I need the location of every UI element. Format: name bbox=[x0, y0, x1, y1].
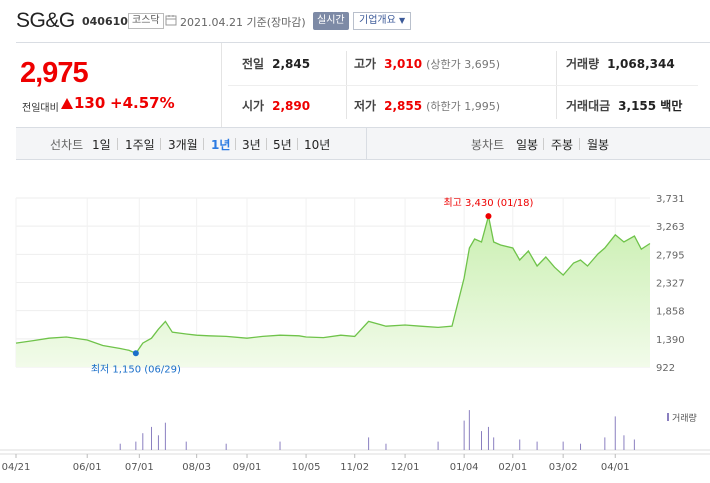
tab-3y[interactable]: 3년 bbox=[242, 138, 261, 152]
y-tick-label: 3,263 bbox=[656, 222, 685, 233]
y-tick-label: 2,327 bbox=[656, 278, 685, 289]
current-price: 2,975 bbox=[20, 57, 89, 89]
y-tick-label: 1,390 bbox=[656, 335, 685, 346]
divider bbox=[203, 138, 204, 150]
high-value: 3,010 bbox=[384, 57, 423, 71]
low-value: 2,855 bbox=[384, 99, 423, 113]
x-tick-label: 01/04 bbox=[450, 462, 479, 473]
line-chart-label: 선차트 bbox=[50, 138, 84, 152]
x-tick-label: 11/02 bbox=[340, 462, 369, 473]
y-tick-label: 922 bbox=[656, 363, 675, 374]
price-change: 130 bbox=[74, 94, 106, 112]
divider bbox=[266, 138, 267, 150]
candle-chart-label: 봉차트 bbox=[471, 138, 505, 152]
tab-1d[interactable]: 1일 bbox=[92, 138, 111, 152]
min-label: 최저 1,150 (06/29) bbox=[91, 363, 181, 375]
volume: 거래량 1,068,344 bbox=[566, 43, 675, 85]
low-label: 저가 bbox=[354, 99, 377, 113]
x-tick-label: 10/05 bbox=[292, 462, 321, 473]
y-tick-label: 2,795 bbox=[656, 250, 685, 261]
lower-limit: (하한가 1,995) bbox=[426, 100, 500, 113]
volume-legend-swatch bbox=[667, 413, 669, 421]
realtime-button[interactable]: 실시간 bbox=[313, 12, 349, 30]
quote-date: 2021.04.21 기준(장마감) bbox=[180, 16, 306, 29]
x-tick-label: 08/03 bbox=[182, 462, 211, 473]
quote-summary: 2,975 전일대비 130 +4.57% 전일 2,845 시가 2,890 고가… bbox=[16, 42, 710, 128]
high-label: 고가 bbox=[354, 57, 377, 71]
volume-value: 1,068,344 bbox=[607, 57, 675, 71]
x-tick-label: 04/01 bbox=[601, 462, 630, 473]
volume-legend-label: 거래량 bbox=[672, 412, 697, 424]
price-area bbox=[16, 216, 650, 367]
tab-weekly[interactable]: 주봉 bbox=[551, 138, 574, 152]
x-tick-label: 06/01 bbox=[73, 462, 102, 473]
market-badge: 코스닥 bbox=[128, 13, 164, 29]
y-tick-label: 3,731 bbox=[656, 194, 685, 205]
trade-amount: 거래대금 3,155 백만 bbox=[566, 85, 682, 127]
amount-label: 거래대금 bbox=[566, 99, 611, 113]
calendar-icon bbox=[165, 15, 177, 26]
stock-header: SG&G 040610 코스닥 2021.04.21 기준(장마감) 실시간 기… bbox=[0, 0, 710, 42]
x-tick-label: 03/02 bbox=[549, 462, 578, 473]
divider bbox=[543, 138, 544, 150]
max-point bbox=[485, 213, 492, 220]
company-info-button[interactable]: 기업개요 ▼ bbox=[353, 12, 412, 30]
tab-5y[interactable]: 5년 bbox=[273, 138, 292, 152]
open-label: 시가 bbox=[242, 99, 265, 113]
max-label: 최고 3,430 (01/18) bbox=[443, 197, 533, 209]
divider bbox=[160, 138, 161, 150]
tab-3m[interactable]: 3개월 bbox=[168, 138, 198, 152]
upper-limit: (상한가 3,695) bbox=[426, 58, 500, 71]
divider bbox=[579, 138, 580, 150]
low-price: 저가 2,855 (하한가 1,995) bbox=[354, 85, 500, 127]
x-tick-label: 02/01 bbox=[498, 462, 527, 473]
tab-10y[interactable]: 10년 bbox=[304, 138, 331, 152]
price-chart: 922 1,390 1,858 2,327 2,795 3,263 3,731 최고 3,43… bbox=[0, 194, 710, 473]
tab-1w[interactable]: 1주일 bbox=[125, 138, 155, 152]
x-tick-label: 12/01 bbox=[391, 462, 420, 473]
divider bbox=[228, 85, 698, 86]
x-tick-label: 07/01 bbox=[125, 462, 154, 473]
prev-close-label: 전일 bbox=[242, 57, 265, 71]
tab-1y[interactable]: 1년 bbox=[211, 138, 231, 152]
volume-label: 거래량 bbox=[566, 57, 600, 71]
prev-close: 전일 2,845 bbox=[242, 43, 310, 85]
divider bbox=[366, 128, 367, 159]
divider bbox=[117, 138, 118, 150]
prev-close-value: 2,845 bbox=[272, 57, 311, 71]
x-tick-label: 09/01 bbox=[233, 462, 262, 473]
stock-code: 040610 bbox=[82, 15, 128, 28]
price-block: 2,975 전일대비 130 +4.57% bbox=[16, 43, 222, 127]
price-change-pct: +4.57% bbox=[110, 94, 175, 112]
open-value: 2,890 bbox=[272, 99, 311, 113]
y-tick-label: 1,858 bbox=[656, 307, 685, 318]
tab-monthly[interactable]: 월봉 bbox=[587, 138, 610, 152]
divider bbox=[297, 138, 298, 150]
company-info-label: 기업개요 bbox=[359, 15, 396, 26]
high-price: 고가 3,010 (상한가 3,695) bbox=[354, 43, 500, 85]
divider bbox=[235, 138, 236, 150]
change-label: 전일대비 bbox=[22, 103, 59, 114]
price-line bbox=[15, 215, 651, 355]
open-price: 시가 2,890 bbox=[242, 85, 310, 127]
amount-value: 3,155 백만 bbox=[618, 99, 683, 113]
min-point bbox=[132, 350, 139, 357]
stock-name: SG&G bbox=[16, 9, 75, 32]
chevron-down-icon: ▼ bbox=[399, 16, 406, 25]
x-tick-label: 04/21 bbox=[2, 462, 31, 473]
chart-tabs: 선차트 1일 1주일 3개월 1년 3년 5년 10년 봉차트 일봉 주봉 월봉 bbox=[16, 128, 710, 160]
up-arrow-icon bbox=[61, 98, 73, 109]
tab-daily[interactable]: 일봉 bbox=[516, 138, 539, 152]
